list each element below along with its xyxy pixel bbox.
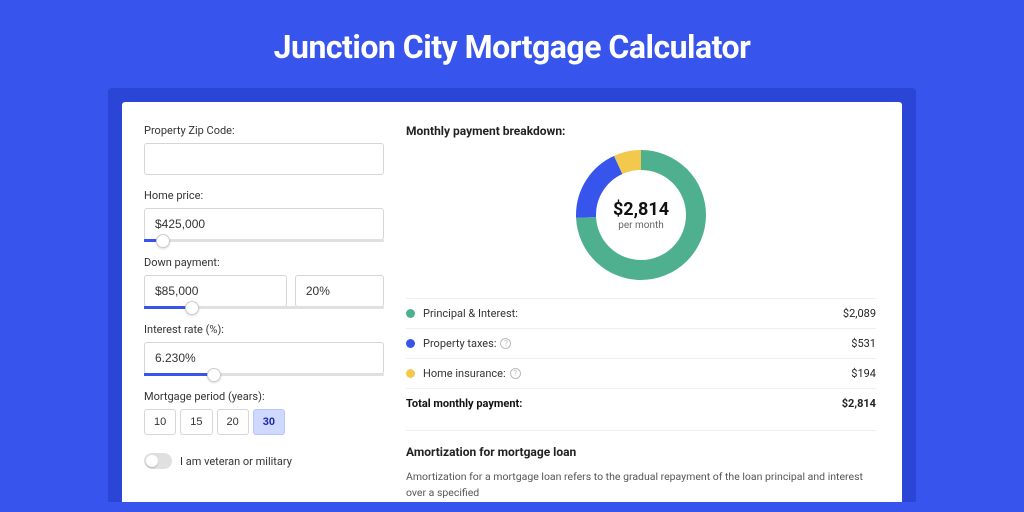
breakdown-label: Home insurance: ? [423, 367, 521, 380]
breakdown-label: Property taxes: ? [423, 337, 511, 350]
rate-slider[interactable] [144, 373, 384, 376]
donut-amount: $2,814 [613, 199, 669, 220]
donut-chart: $2,814 per month [576, 150, 706, 280]
total-value: $2,814 [842, 397, 876, 410]
slider-fill [144, 373, 214, 376]
down-pct-input[interactable] [295, 275, 384, 307]
down-label: Down payment: [144, 256, 384, 269]
home-price-input[interactable] [144, 208, 384, 240]
rate-input[interactable] [144, 342, 384, 374]
page-title: Junction City Mortgage Calculator [0, 0, 1024, 88]
home-price-field: Home price: [144, 189, 384, 242]
breakdown-title: Monthly payment breakdown: [406, 124, 876, 138]
period-button-15[interactable]: 15 [180, 409, 212, 435]
home-price-label: Home price: [144, 189, 384, 202]
info-icon[interactable]: ? [510, 368, 521, 379]
slider-thumb[interactable] [156, 234, 170, 248]
breakdown-label: Principal & Interest: [423, 307, 518, 320]
donut-sub: per month [618, 220, 664, 231]
info-icon[interactable]: ? [500, 338, 511, 349]
period-button-20[interactable]: 20 [217, 409, 249, 435]
period-field: Mortgage period (years): 10152030 [144, 390, 384, 435]
legend-dot [406, 369, 415, 378]
breakdown-row: Property taxes: ? $531 [406, 328, 876, 358]
period-button-30[interactable]: 30 [253, 409, 285, 435]
breakdown-value: $2,089 [843, 307, 876, 320]
form-column: Property Zip Code: Home price: Down paym… [144, 124, 384, 502]
down-payment-field: Down payment: [144, 256, 384, 309]
breakdown-column: Monthly payment breakdown: $2,814 per mo… [406, 124, 876, 502]
amortization-section: Amortization for mortgage loan Amortizat… [406, 430, 876, 501]
amortization-text: Amortization for a mortgage loan refers … [406, 469, 876, 501]
period-label: Mortgage period (years): [144, 390, 384, 403]
calculator-card: Property Zip Code: Home price: Down paym… [122, 102, 902, 502]
rate-label: Interest rate (%): [144, 323, 384, 336]
veteran-row: I am veteran or military [144, 453, 384, 469]
veteran-toggle[interactable] [144, 453, 172, 469]
legend-dot [406, 339, 415, 348]
home-price-slider[interactable] [144, 239, 384, 242]
total-row: Total monthly payment: $2,814 [406, 388, 876, 418]
down-amount-input[interactable] [144, 275, 287, 307]
zip-field: Property Zip Code: [144, 124, 384, 175]
veteran-label: I am veteran or military [180, 455, 292, 468]
slider-thumb[interactable] [207, 368, 221, 382]
zip-label: Property Zip Code: [144, 124, 384, 137]
period-buttons: 10152030 [144, 409, 384, 435]
breakdown-value: $194 [851, 367, 876, 380]
breakdown-value: $531 [851, 337, 876, 350]
amortization-title: Amortization for mortgage loan [406, 445, 876, 459]
breakdown-rows: Principal & Interest: $2,089 Property taxe… [406, 298, 876, 388]
down-slider[interactable] [144, 306, 384, 309]
slider-thumb[interactable] [185, 301, 199, 315]
breakdown-row: Principal & Interest: $2,089 [406, 298, 876, 328]
period-button-10[interactable]: 10 [144, 409, 176, 435]
total-label: Total monthly payment: [406, 397, 522, 410]
card-wrap: Property Zip Code: Home price: Down paym… [108, 88, 916, 502]
donut-chart-wrap: $2,814 per month [406, 150, 876, 280]
donut-center: $2,814 per month [576, 150, 706, 280]
legend-dot [406, 309, 415, 318]
interest-rate-field: Interest rate (%): [144, 323, 384, 376]
zip-input[interactable] [144, 143, 384, 175]
breakdown-row: Home insurance: ? $194 [406, 358, 876, 388]
